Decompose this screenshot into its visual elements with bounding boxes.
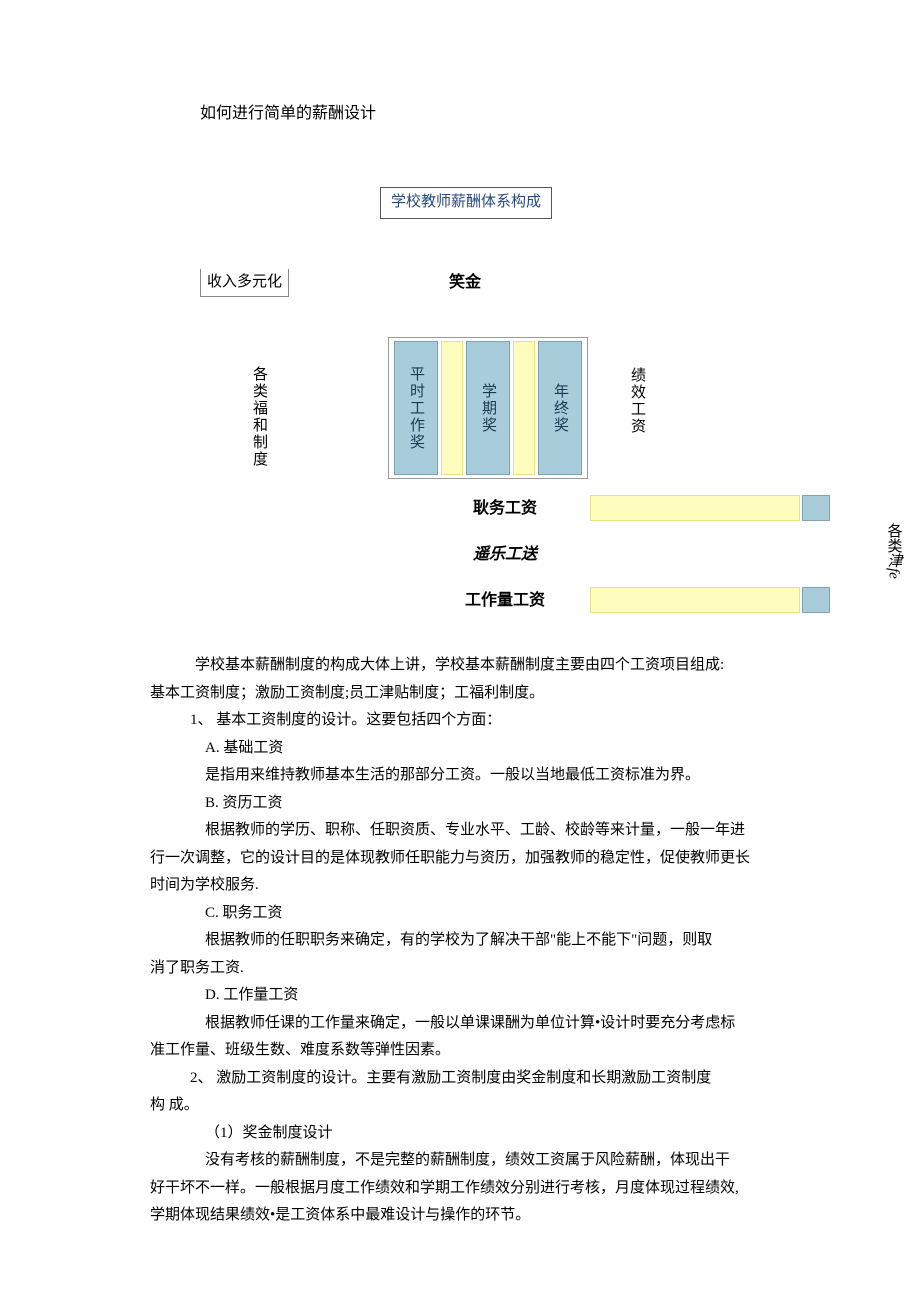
lower-rows: 耿务工资 遥乐工送 工作量工资 各类津fe xyxy=(50,493,870,623)
item-d-text: 根据教师任课的工作量来确定，一般以单课课酬为单位计算•设计时要充分考虑标 xyxy=(205,1011,870,1037)
item-b-text2: 行一次调整，它的设计目的是体现教师任职能力与资历，加强教师的稳定性，促使教师更长 xyxy=(150,846,870,872)
bonus-label: 笑金 xyxy=(449,269,481,296)
bonus-cell-1: 平时工作奖 xyxy=(394,341,438,475)
item-d-text2: 准工作量、班级生数、难度系数等弹性因素。 xyxy=(150,1038,870,1064)
item-b-text3: 时间为学校服务. xyxy=(150,873,870,899)
row-label-1: 耿务工资 xyxy=(430,495,580,522)
item-2b: 构 成。 xyxy=(150,1093,870,1119)
yellow-bar xyxy=(590,495,800,521)
bonus-group: 平时工作奖 学期奖 年终奖 xyxy=(388,337,588,479)
row-label-3: 工作量工资 xyxy=(430,587,580,614)
bonus-cell-3: 年终奖 xyxy=(538,341,582,475)
para-intro: 学校基本薪酬制度的构成大体上讲，学校基本薪酬制度主要由四个工资项目组成: xyxy=(150,653,870,679)
sub-1-text3: 学期体现结果绩效•是工资体系中最难设计与操作的环节。 xyxy=(150,1203,870,1229)
item-2: 2、 激励工资制度的设计。主要有激励工资制度由奖金制度和长期激励工资制度 xyxy=(190,1066,870,1092)
blue-stub xyxy=(802,495,830,521)
bonus-spacer xyxy=(513,341,535,475)
item-b: B. 资历工资 xyxy=(205,791,870,817)
performance-column: 绩效工资 xyxy=(628,337,646,457)
item-c: C. 职务工资 xyxy=(205,901,870,927)
item-a-text: 是指用来维持教师基本生活的那部分工资。一般以当地最低工资标准为界。 xyxy=(205,763,870,789)
sub-1-text2: 好干坏不一样。一般根据月度工作绩效和学期工作绩效分别进行考核，月度体现过程绩效, xyxy=(150,1176,870,1202)
sub-1-text: 没有考核的薪酬制度，不是完整的薪酬制度，绩效工资属于风险薪酬，体现出干 xyxy=(205,1148,870,1174)
page-title: 如何进行简单的薪酬设计 xyxy=(200,100,870,127)
diagram-heading: 学校教师薪酬体系构成 xyxy=(380,187,552,219)
item-1: 1、 基本工资制度的设计。这要包括四个方面： xyxy=(190,708,870,734)
diagram-main-row: 各类福和制度 平时工作奖 学期奖 年终奖 绩效工资 xyxy=(50,337,870,487)
item-c-text2: 消了职务工资. xyxy=(150,956,870,982)
blue-stub xyxy=(802,587,830,613)
bonus-cell-2: 学期奖 xyxy=(466,341,510,475)
income-box: 收入多元化 xyxy=(200,269,289,298)
side-label: 各类津fe xyxy=(880,523,906,613)
sub-1: （1）奖金制度设计 xyxy=(205,1121,870,1147)
item-b-text: 根据教师的学历、职称、任职资质、专业水平、工龄、校龄等来计量，一般一年进 xyxy=(205,818,870,844)
welfare-column: 各类福和制度 xyxy=(250,337,268,487)
item-c-text: 根据教师的任职职务来确定，有的学校为了解决干部"能上不能下"问题，则取 xyxy=(205,928,870,954)
body-text: 学校基本薪酬制度的构成大体上讲，学校基本薪酬制度主要由四个工资项目组成: 基本工… xyxy=(50,653,870,1229)
income-row: 收入多元化 笑金 xyxy=(50,269,870,298)
row-label-2: 遥乐工送 xyxy=(430,541,580,568)
para-intro-2: 基本工资制度；激励工资制度;员工津贴制度；工福利制度。 xyxy=(150,681,870,707)
bonus-spacer xyxy=(441,341,463,475)
yellow-bar xyxy=(590,587,800,613)
item-a: A. 基础工资 xyxy=(205,736,870,762)
item-d: D. 工作量工资 xyxy=(205,983,870,1009)
